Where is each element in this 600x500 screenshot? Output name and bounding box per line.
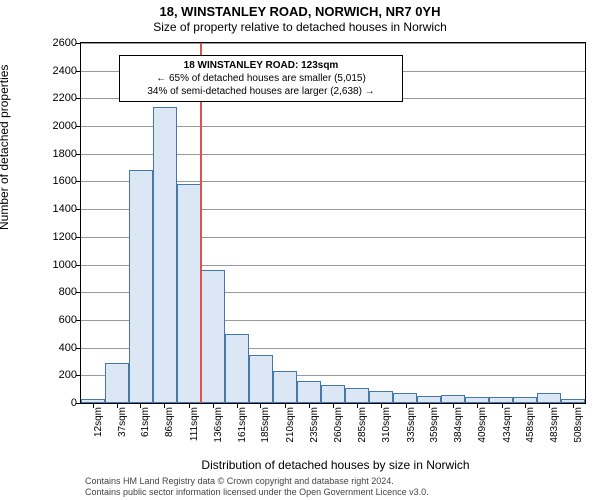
x-tick-label: 210sqm xyxy=(285,407,296,443)
chart-supertitle: 18, WINSTANLEY ROAD, NORWICH, NR7 0YH xyxy=(0,4,600,19)
y-tick-label: 2600 xyxy=(53,37,77,49)
histogram-bar xyxy=(177,184,201,403)
y-tick-label: 800 xyxy=(59,286,77,298)
y-tick-label: 2200 xyxy=(53,92,77,104)
histogram-bar xyxy=(369,391,393,403)
x-tick-label: 384sqm xyxy=(453,407,464,443)
y-tick-label: 1600 xyxy=(53,175,77,187)
y-gridline xyxy=(81,43,585,44)
x-tick-label: 86sqm xyxy=(164,407,175,437)
annotation-box: 18 WINSTANLEY ROAD: 123sqm← 65% of detac… xyxy=(119,55,403,102)
x-tick-label: 37sqm xyxy=(117,407,128,437)
y-tick-label: 1400 xyxy=(53,203,77,215)
y-tick-label: 2000 xyxy=(53,120,77,132)
y-tick-label: 2400 xyxy=(53,65,77,77)
x-tick-label: 136sqm xyxy=(213,407,224,443)
y-tick-label: 1200 xyxy=(53,231,77,243)
x-axis-label: Distribution of detached houses by size … xyxy=(85,458,586,472)
footnote-line2: Contains public sector information licen… xyxy=(85,487,429,497)
x-tick-label: 12sqm xyxy=(93,407,104,437)
x-tick-label: 235sqm xyxy=(309,407,320,443)
histogram-bar xyxy=(249,355,273,403)
y-tick-label: 0 xyxy=(71,397,77,409)
y-tick-label: 400 xyxy=(59,342,77,354)
chart-footnote: Contains HM Land Registry data © Crown c… xyxy=(85,476,590,499)
histogram-bar xyxy=(129,170,153,403)
x-tick-label: 335sqm xyxy=(406,407,417,443)
histogram-bar xyxy=(225,334,249,403)
x-tick-label: 508sqm xyxy=(573,407,584,443)
x-tick-label: 285sqm xyxy=(357,407,368,443)
y-tick-label: 1800 xyxy=(53,148,77,160)
x-tick-label: 458sqm xyxy=(525,407,536,443)
x-tick-label: 483sqm xyxy=(549,407,560,443)
x-tick-label: 161sqm xyxy=(237,407,248,443)
y-axis-label: Number of detached properties xyxy=(0,65,11,230)
histogram-bar xyxy=(297,381,321,403)
x-tick-label: 434sqm xyxy=(502,407,513,443)
histogram-bar xyxy=(201,270,225,403)
y-tick-label: 600 xyxy=(59,314,77,326)
annotation-line3: 34% of semi-detached houses are larger (… xyxy=(126,85,396,98)
x-tick-label: 111sqm xyxy=(189,407,200,441)
annotation-line2: ← 65% of detached houses are smaller (5,… xyxy=(126,72,396,85)
histogram-bar xyxy=(273,371,297,403)
chart-subtitle: Size of property relative to detached ho… xyxy=(0,20,600,34)
x-tick-label: 185sqm xyxy=(260,407,271,443)
x-tick-label: 359sqm xyxy=(429,407,440,443)
y-tick-label: 1000 xyxy=(53,259,77,271)
x-tick-label: 61sqm xyxy=(140,407,151,437)
histogram-bar xyxy=(441,395,465,403)
footnote-line1: Contains HM Land Registry data © Crown c… xyxy=(85,476,394,486)
x-tick-label: 310sqm xyxy=(381,407,392,443)
histogram-bar xyxy=(153,107,177,403)
x-tick-label: 260sqm xyxy=(333,407,344,443)
histogram-bar xyxy=(345,388,369,403)
histogram-bar xyxy=(321,385,345,403)
x-tick-label: 409sqm xyxy=(477,407,488,443)
histogram-bar xyxy=(417,396,441,403)
histogram-bar xyxy=(537,393,561,403)
histogram-bar xyxy=(105,363,129,403)
chart-plot-area: 0200400600800100012001400160018002000220… xyxy=(80,42,586,404)
y-tick-label: 200 xyxy=(59,369,77,381)
histogram-bar xyxy=(393,393,417,403)
annotation-line1: 18 WINSTANLEY ROAD: 123sqm xyxy=(126,59,396,72)
